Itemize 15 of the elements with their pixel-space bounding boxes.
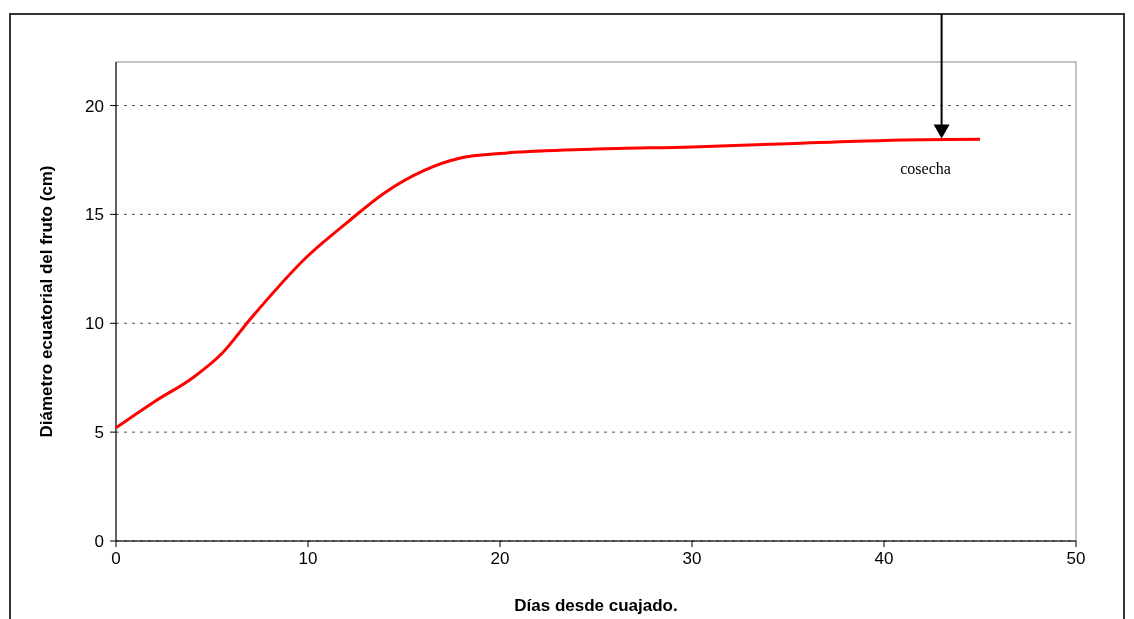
y-tick-label: 15 [85, 205, 104, 225]
y-tick-label: 5 [94, 423, 104, 443]
x-tick-label: 40 [874, 549, 894, 568]
x-tick-label: 0 [111, 549, 121, 568]
line-series [114, 137, 982, 430]
x-tick-label: 30 [682, 549, 702, 568]
y-tick-label: 10 [85, 314, 104, 334]
annotation: cosecha [900, 160, 951, 178]
y-tick-label: 20 [85, 96, 104, 116]
y-tick-label: 0 [94, 532, 104, 551]
x-tick-label: 20 [490, 549, 510, 568]
y-axis-title: Diámetro ecuatorial del fruto (cm) [37, 165, 56, 438]
x-tick-label: 10 [298, 549, 318, 568]
x-axis-title: Días desde cuajado. [514, 596, 678, 615]
x-tick-label: 50 [1066, 549, 1086, 568]
